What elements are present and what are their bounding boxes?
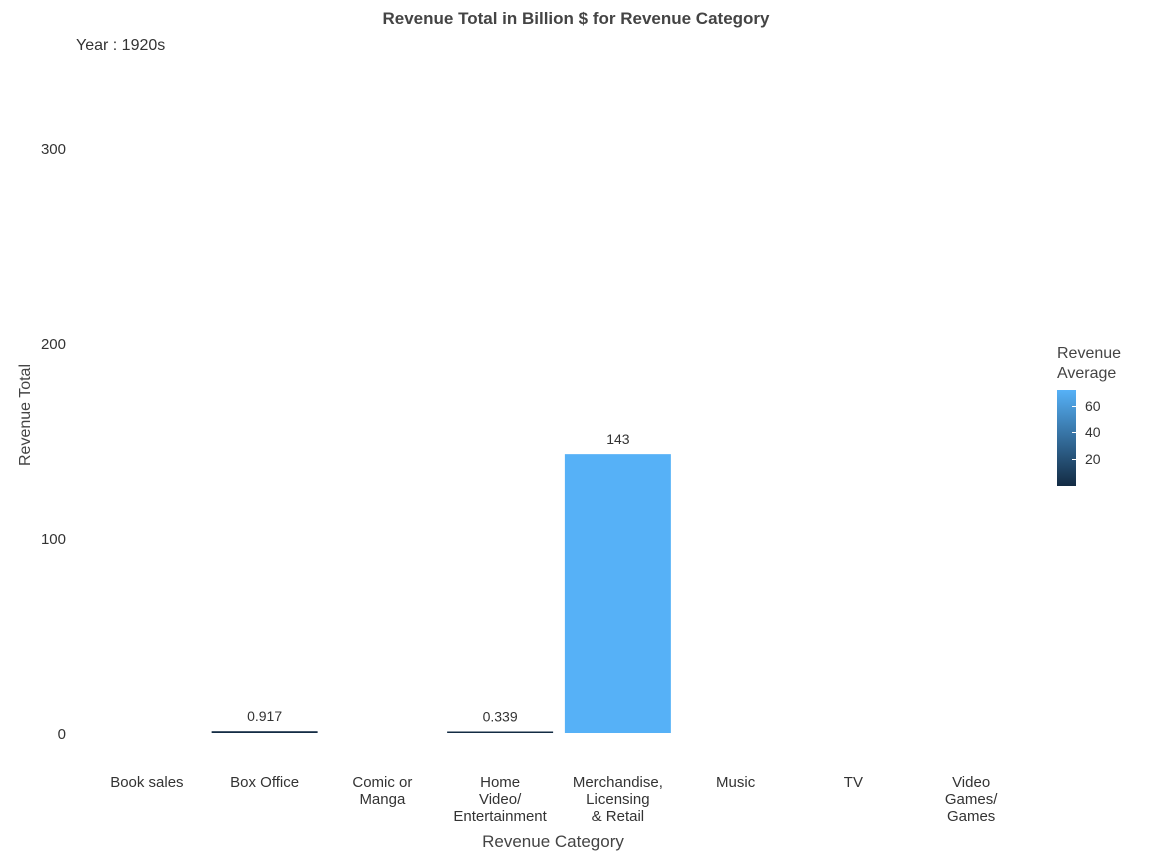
legend-tick-label: 40: [1085, 424, 1101, 441]
x-tick-label: Video Games/Games: [945, 774, 998, 825]
bar: [447, 731, 554, 733]
data-label: 0.917: [247, 708, 282, 724]
data-label: 143: [606, 431, 630, 447]
x-tick-label: Merchandise, Licensing & Retail: [573, 774, 663, 825]
x-tick-label: Music: [716, 774, 756, 791]
x-tick-label: Home Video/Entertainment: [453, 774, 547, 825]
bar: [564, 454, 671, 733]
y-tick-label: 300: [41, 141, 66, 158]
x-tick-label: Book sales: [110, 774, 183, 791]
y-tick-label: 100: [41, 531, 66, 548]
legend-title: Revenue Average: [1057, 344, 1121, 384]
chart-title: Revenue Total in Billion $ for Revenue C…: [382, 9, 770, 28]
legend-colorbar: [1057, 390, 1076, 486]
legend-title-line: Average: [1057, 365, 1117, 382]
legend-tick-mark: [1072, 459, 1076, 461]
legend-tick-label: 20: [1085, 451, 1101, 468]
chart-subtitle: Year : 1920s: [76, 37, 166, 54]
data-label: 0.339: [483, 709, 518, 725]
x-tick-label: TV: [844, 774, 863, 791]
x-tick-label: Box Office: [230, 774, 299, 791]
y-tick-label: 0: [58, 726, 66, 743]
legend-tick-mark: [1072, 405, 1076, 407]
y-tick-label: 200: [41, 336, 66, 353]
legend-tick-label: 60: [1085, 397, 1101, 414]
x-tick-label: Comic or Manga: [352, 774, 412, 808]
legend-tick-mark: [1072, 432, 1076, 434]
legend-title-line: Revenue: [1057, 345, 1122, 362]
x-axis-label: Revenue Category: [482, 832, 624, 851]
bar: [211, 731, 318, 733]
